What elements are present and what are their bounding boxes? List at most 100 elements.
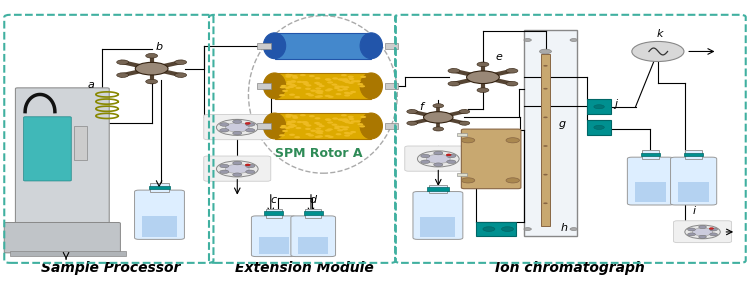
Circle shape (359, 125, 365, 128)
Text: SPM Rotor A: SPM Rotor A (275, 147, 363, 160)
Circle shape (314, 122, 320, 124)
Bar (684, 153, 703, 156)
Circle shape (338, 78, 344, 81)
Circle shape (146, 53, 158, 58)
Circle shape (344, 132, 350, 134)
Circle shape (477, 62, 489, 67)
Circle shape (289, 134, 295, 136)
Circle shape (246, 128, 255, 132)
Circle shape (524, 228, 531, 230)
Bar (640, 153, 660, 156)
Circle shape (220, 128, 229, 132)
FancyBboxPatch shape (291, 216, 335, 257)
Ellipse shape (360, 113, 382, 139)
Bar (427, 187, 448, 191)
Circle shape (421, 154, 430, 158)
Text: Ion chromatograph: Ion chromatograph (495, 261, 645, 275)
Bar (150, 183, 169, 192)
Circle shape (344, 134, 350, 137)
Circle shape (685, 225, 720, 239)
Bar (274, 33, 371, 59)
FancyBboxPatch shape (4, 223, 121, 253)
Circle shape (175, 73, 187, 77)
Circle shape (315, 128, 321, 130)
Circle shape (332, 84, 338, 86)
Circle shape (325, 78, 331, 81)
Circle shape (334, 126, 340, 128)
Circle shape (317, 95, 323, 98)
Text: k: k (656, 29, 663, 39)
Circle shape (316, 90, 322, 92)
Circle shape (335, 93, 341, 95)
Circle shape (344, 80, 350, 82)
Circle shape (433, 127, 444, 131)
Circle shape (344, 94, 350, 97)
Circle shape (461, 138, 475, 143)
Ellipse shape (263, 113, 286, 139)
Circle shape (459, 121, 470, 125)
Circle shape (319, 125, 325, 127)
Circle shape (314, 117, 320, 119)
Circle shape (305, 124, 311, 127)
Circle shape (594, 125, 604, 129)
Circle shape (296, 121, 302, 123)
Circle shape (360, 76, 366, 78)
Circle shape (446, 154, 452, 156)
Circle shape (286, 121, 292, 123)
Circle shape (287, 114, 293, 117)
Text: i: i (693, 206, 696, 216)
Circle shape (308, 134, 314, 137)
Circle shape (326, 79, 332, 81)
Bar (142, 216, 177, 237)
Circle shape (342, 118, 348, 121)
Circle shape (309, 115, 315, 117)
Circle shape (710, 228, 713, 229)
Circle shape (506, 81, 518, 86)
Bar (524, 30, 578, 236)
Circle shape (502, 227, 514, 231)
Bar (587, 120, 611, 135)
Circle shape (246, 164, 255, 168)
Circle shape (287, 74, 293, 77)
Circle shape (344, 81, 350, 83)
Circle shape (315, 87, 321, 90)
Circle shape (317, 135, 323, 138)
Circle shape (406, 110, 418, 114)
Text: Extension Module: Extension Module (235, 261, 374, 275)
Circle shape (232, 120, 242, 124)
Circle shape (305, 84, 311, 86)
Circle shape (477, 88, 489, 93)
Circle shape (335, 133, 341, 135)
Circle shape (570, 228, 578, 230)
Circle shape (326, 119, 332, 121)
Circle shape (699, 235, 706, 238)
FancyBboxPatch shape (461, 129, 521, 189)
Circle shape (506, 138, 520, 143)
Circle shape (296, 127, 302, 129)
Circle shape (309, 75, 315, 77)
Circle shape (461, 178, 475, 183)
Bar (385, 83, 398, 89)
Bar (274, 73, 371, 99)
Circle shape (339, 86, 345, 88)
FancyBboxPatch shape (23, 117, 71, 181)
Circle shape (302, 81, 307, 83)
Circle shape (337, 129, 343, 131)
Circle shape (280, 85, 286, 87)
Circle shape (279, 134, 285, 136)
Circle shape (339, 126, 345, 128)
Circle shape (448, 69, 460, 73)
Circle shape (316, 91, 322, 94)
Circle shape (543, 174, 548, 175)
Circle shape (350, 120, 356, 123)
Circle shape (303, 122, 309, 124)
Circle shape (292, 75, 298, 77)
Circle shape (459, 110, 470, 114)
Circle shape (328, 96, 334, 98)
Circle shape (319, 85, 325, 87)
Circle shape (447, 160, 456, 164)
Circle shape (543, 65, 548, 67)
Circle shape (300, 114, 306, 116)
Circle shape (282, 90, 288, 92)
Bar (642, 150, 658, 159)
